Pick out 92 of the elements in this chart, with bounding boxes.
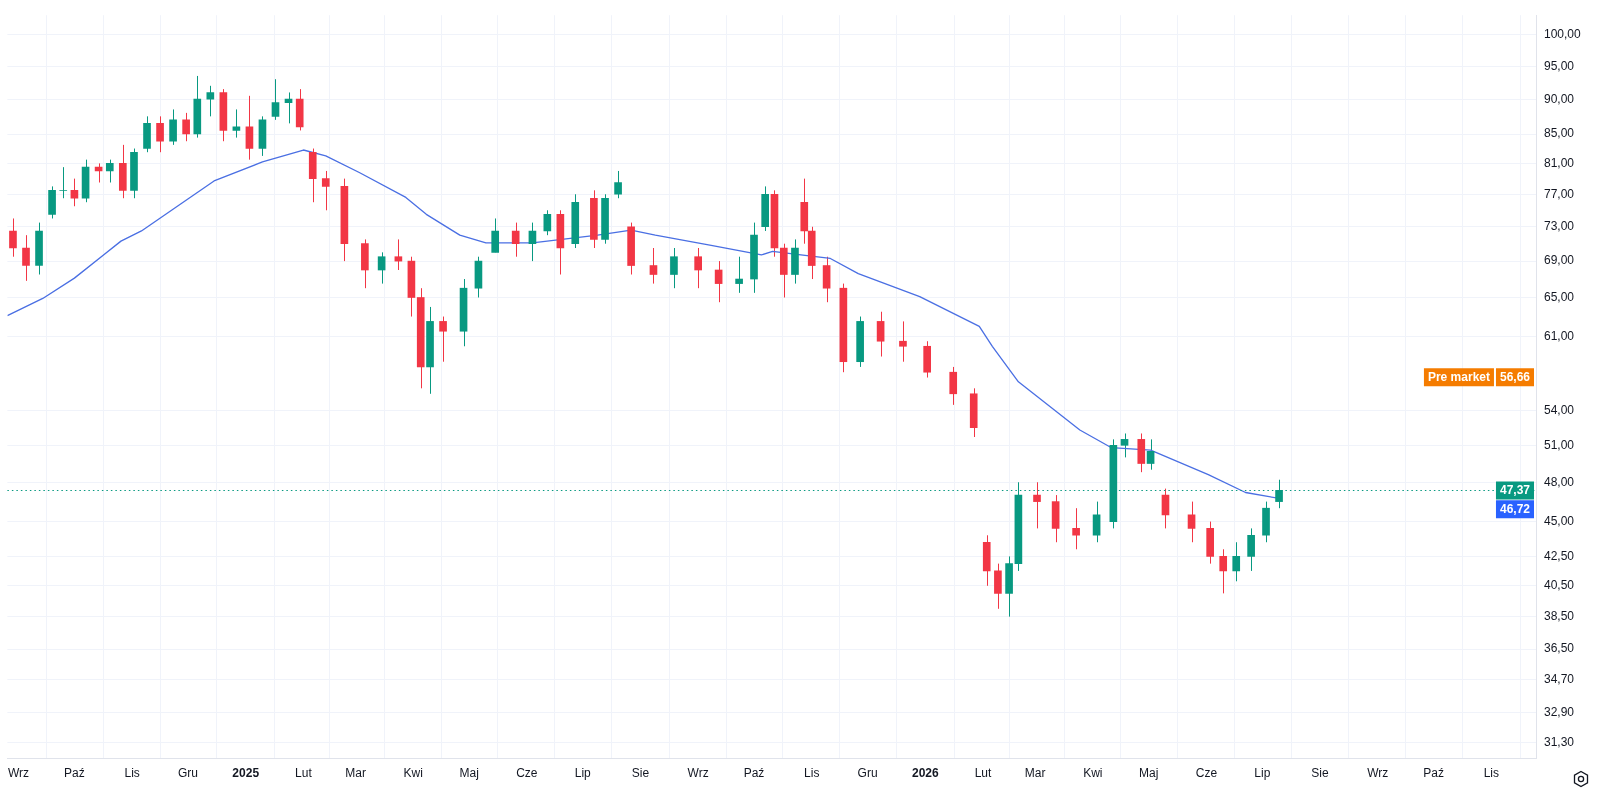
y-tick-label: 42,50	[1544, 548, 1575, 563]
candlestick	[1072, 507, 1080, 550]
y-tick-label: 45,00	[1544, 513, 1575, 528]
candlestick	[22, 234, 30, 282]
candlestick	[511, 222, 520, 258]
x-tick-label: Lut	[974, 766, 993, 781]
x-tick-label: Lis	[124, 766, 140, 781]
candlestick	[670, 247, 678, 289]
x-tick-label: Gru	[857, 766, 878, 781]
candlestick	[735, 256, 743, 294]
x-tick-label: Gru	[177, 766, 198, 781]
candlestick	[994, 563, 1002, 610]
y-tick-label: 73,00	[1544, 219, 1575, 234]
annotation: 46,72	[1499, 502, 1531, 517]
y-tick-label: 81,00	[1544, 155, 1575, 170]
candlestick	[156, 115, 164, 153]
candlestick	[59, 166, 68, 199]
y-tick-label: 100,00	[1544, 27, 1582, 42]
y-tick-label: 85,00	[1544, 126, 1575, 141]
x-tick-label: Cze	[1195, 766, 1218, 781]
x-tick-label: Wrz	[1367, 766, 1389, 781]
y-tick-label: 61,00	[1544, 328, 1575, 343]
candlestick	[377, 251, 386, 285]
candlestick	[1247, 527, 1255, 572]
candlestick	[491, 217, 500, 253]
candlestick	[321, 170, 330, 211]
x-tick-label: Wrz	[687, 766, 709, 781]
candlestick	[1187, 501, 1196, 543]
candlestick	[1219, 548, 1228, 594]
candlestick	[182, 112, 190, 142]
candlestick	[899, 320, 907, 363]
y-tick-label: 36,50	[1544, 641, 1575, 656]
x-tick-label: Lut	[295, 766, 313, 781]
candlestick	[284, 91, 293, 124]
x-tick-label: Lip	[574, 766, 592, 781]
candlestick	[206, 85, 215, 117]
y-tick-label: 31,30	[1544, 735, 1575, 750]
candlestick	[9, 217, 17, 258]
candlestick	[169, 108, 177, 146]
x-tick-label: Paź	[64, 766, 85, 781]
candlestick	[714, 260, 723, 303]
annotation: Pre market	[1427, 370, 1490, 385]
y-tick-label: 90,00	[1544, 91, 1575, 106]
x-tick-label: Wrz	[8, 766, 30, 781]
candlestick	[70, 178, 79, 207]
y-tick-label: 95,00	[1544, 58, 1575, 73]
y-tick-label: 69,00	[1544, 253, 1575, 268]
x-tick-label: Cze	[516, 766, 538, 781]
y-tick-label: 32,90	[1544, 704, 1575, 719]
x-tick-label: Lis	[1483, 766, 1499, 781]
x-tick-label: Sie	[631, 766, 650, 781]
x-tick-label: Lip	[1254, 766, 1271, 781]
y-tick-label: 54,00	[1544, 402, 1575, 417]
x-tick-label: Mar	[1024, 766, 1046, 781]
x-tick-label: Paź	[1423, 766, 1444, 781]
candlestick	[543, 209, 552, 236]
y-tick-label: 51,00	[1544, 437, 1575, 452]
y-tick-label: 48,00	[1544, 474, 1575, 489]
y-tick-label: 65,00	[1544, 289, 1575, 304]
candlestick	[394, 238, 403, 271]
x-tick-label: Paź	[743, 766, 765, 781]
candlestick	[1120, 432, 1129, 458]
candlestick	[245, 95, 254, 161]
x-tick-label: 2025	[232, 766, 260, 781]
x-tick-label: Maj	[459, 766, 479, 781]
ref-line-label: 47,37	[1499, 483, 1531, 498]
candlestick	[694, 247, 702, 289]
y-tick-label: 38,50	[1544, 608, 1575, 623]
annotation: 56,66	[1499, 370, 1531, 385]
x-tick-label: Maj	[1139, 766, 1159, 781]
candlestick	[439, 316, 447, 363]
candlestick	[649, 247, 658, 285]
candlestick	[271, 78, 280, 121]
candlestick	[614, 170, 622, 199]
candlestick	[822, 256, 831, 303]
x-tick-label: Lis	[804, 766, 820, 781]
x-tick-label: Kwi	[1083, 766, 1103, 781]
candlestick	[105, 159, 114, 183]
candlestick	[1161, 488, 1170, 529]
candlestick	[1146, 438, 1155, 471]
x-tick-label: Mar	[345, 766, 366, 781]
x-tick-label: Kwi	[403, 766, 423, 781]
y-tick-label: 40,50	[1544, 578, 1575, 593]
candlestick	[1232, 541, 1241, 582]
candlestick	[876, 311, 885, 358]
y-tick-label: 34,70	[1544, 672, 1575, 687]
x-tick-label: Sie	[1311, 766, 1330, 781]
y-tick-label: 77,00	[1544, 186, 1575, 201]
candlestick	[949, 366, 958, 406]
x-tick-label: 2026	[911, 766, 939, 781]
candlestick	[1092, 501, 1101, 543]
candlestick	[1033, 481, 1041, 529]
